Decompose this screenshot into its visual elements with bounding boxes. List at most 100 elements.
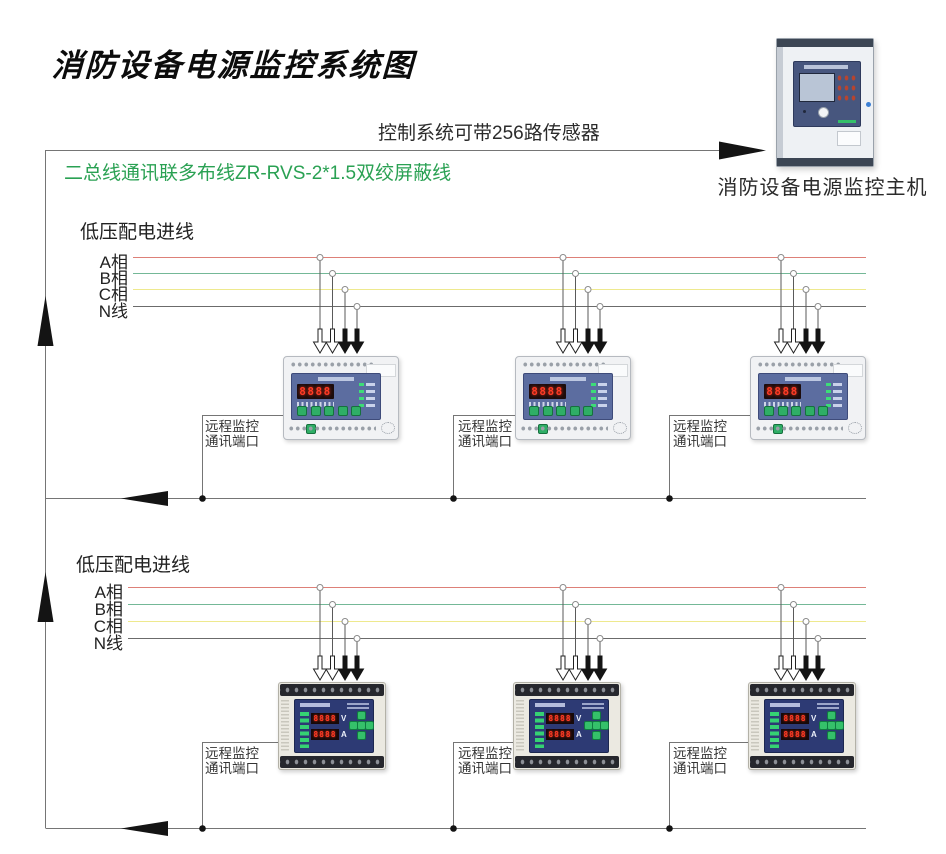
buzzer-icon <box>613 422 627 434</box>
tap-node <box>329 270 336 277</box>
bus-wire-spec-label: 二总线通讯联多布线ZR-RVS-2*1.5双绞屏蔽线 <box>64 163 452 184</box>
segment-display: 8888 <box>297 384 334 399</box>
terminal-strip-top <box>280 684 384 696</box>
host-screen <box>799 73 835 102</box>
host-keypad <box>836 73 856 104</box>
host-panel-title-bar <box>804 65 848 69</box>
panel-info-text <box>817 703 839 709</box>
voltage-sensor-module: 8888 8888 V A <box>748 682 856 770</box>
host-paper-slot <box>837 131 861 146</box>
module-front-panel: 8888 <box>291 373 381 434</box>
phase-label-c: C相 <box>93 617 123 636</box>
panel-title-bar <box>785 377 821 381</box>
power-monitor-module: 8888 <box>283 356 399 440</box>
left-arrow-icon <box>121 491 168 506</box>
junction-dot <box>666 495 673 502</box>
remote-port-label: 远程监控 通讯端口 <box>205 746 259 776</box>
down-arrow-hollow-icon <box>774 328 788 354</box>
terminal-row-bottom <box>520 425 608 432</box>
phase-label-a: A相 <box>99 253 128 272</box>
sensor-capacity-label: 控制系统可带256路传感器 <box>378 123 600 144</box>
module-front-panel: 8888 8888 V A <box>529 699 609 753</box>
voltage-sensor-module: 8888 8888 V A <box>513 682 621 770</box>
led-indicator-column <box>535 712 544 748</box>
module-front-panel: 8888 <box>523 373 613 434</box>
section1-header: 低压配电进线 <box>80 222 195 243</box>
tap-node <box>596 635 604 642</box>
remote-port-label-line1: 远程监控 <box>458 746 512 761</box>
side-vents <box>516 700 524 752</box>
module-front-panel: 8888 8888 V A <box>764 699 844 753</box>
down-arrow-solid-icon <box>799 655 813 681</box>
remote-port-label-line1: 远程监控 <box>458 419 512 434</box>
segment-display: 8888 <box>764 384 801 399</box>
remote-port-label-line2: 通讯端口 <box>673 761 727 776</box>
button-row <box>529 406 612 434</box>
phase-label-b: B相 <box>94 600 123 619</box>
dip-switch-row <box>764 402 801 407</box>
current-unit-label: A <box>811 730 817 739</box>
up-arrow-icon <box>37 572 54 622</box>
remote-port-label: 远程监控 通讯端口 <box>673 419 727 449</box>
phase-label-b: B相 <box>99 269 128 288</box>
led-indicator-column <box>591 379 607 411</box>
down-arrow-hollow-icon <box>774 655 788 681</box>
segment-display: 8888 <box>529 384 566 399</box>
button-row <box>764 406 847 434</box>
section2-phase-lines <box>128 587 866 639</box>
terminal-strip-bottom <box>515 756 619 768</box>
remote-port-label-line1: 远程监控 <box>673 419 727 434</box>
tap-node <box>814 635 822 642</box>
down-arrow-solid-icon <box>350 655 364 681</box>
tap-node <box>596 303 604 310</box>
down-arrow-hollow-icon <box>568 655 583 681</box>
communication-bus <box>37 141 866 836</box>
down-arrow-solid-icon <box>593 328 607 354</box>
down-arrow-solid-icon <box>811 328 825 354</box>
current-display: 8888 <box>781 729 809 740</box>
down-arrow-hollow-icon <box>556 655 570 681</box>
down-arrow-hollow-icon <box>313 328 327 354</box>
junction-dot <box>199 495 206 502</box>
voltage-sensor-module: 8888 8888 V A <box>278 682 386 770</box>
voltage-display: 8888 <box>546 713 574 724</box>
tap-node <box>777 584 785 591</box>
tap-node <box>584 286 592 293</box>
tap-node <box>802 618 810 625</box>
host-brand-strip <box>838 120 856 123</box>
tap-node <box>790 601 797 608</box>
left-arrow-icon <box>121 821 168 836</box>
terminal-strip-top <box>515 684 619 696</box>
current-display: 8888 <box>311 729 339 740</box>
remote-port-label-line2: 通讯端口 <box>458 761 512 776</box>
tap-node <box>316 584 324 591</box>
tap-node <box>316 254 324 261</box>
monitoring-host-cabinet <box>776 38 874 167</box>
terminal-strip-bottom <box>280 756 384 768</box>
module-front-panel: 8888 8888 V A <box>294 699 374 753</box>
led-indicator-column <box>300 712 309 748</box>
remote-port-label: 远程监控 通讯端口 <box>458 746 512 776</box>
remote-port-label-line2: 通讯端口 <box>205 434 259 449</box>
tap-node <box>777 254 785 261</box>
voltage-display: 8888 <box>311 713 339 724</box>
tap-node <box>341 618 349 625</box>
phase-label-a: A相 <box>94 583 123 602</box>
down-arrow-solid-icon <box>811 655 825 681</box>
cabinet-top-band <box>777 39 873 47</box>
down-arrow-solid-icon <box>350 328 364 354</box>
panel-info-text <box>582 703 604 709</box>
panel-title-bar <box>535 703 565 707</box>
tap-node <box>353 303 361 310</box>
down-arrow-solid-icon <box>593 655 607 681</box>
tap-node <box>584 618 592 625</box>
tap-node <box>802 286 810 293</box>
voltage-unit-label: V <box>576 714 582 723</box>
remote-port-label: 远程监控 通讯端口 <box>458 419 512 449</box>
down-arrow-hollow-icon <box>786 328 801 354</box>
section1-phase-lines <box>133 257 866 307</box>
tap-node <box>353 635 361 642</box>
junction-dot <box>666 825 673 832</box>
remote-port-label: 远程监控 通讯端口 <box>673 746 727 776</box>
